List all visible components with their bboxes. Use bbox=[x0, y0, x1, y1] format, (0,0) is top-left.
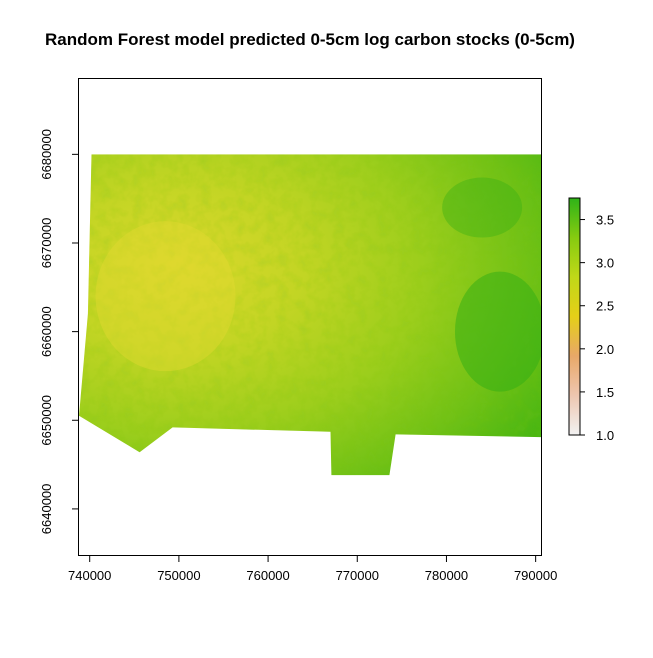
chart-title: Random Forest model predicted 0-5cm log … bbox=[45, 30, 575, 49]
legend-tick-label: 3.5 bbox=[596, 213, 614, 228]
y-tick-label: 6660000 bbox=[39, 306, 54, 357]
y-tick-label: 6670000 bbox=[39, 218, 54, 269]
x-tick-label: 750000 bbox=[157, 568, 200, 583]
raster-layer bbox=[79, 154, 541, 476]
legend: 1.0 1.5 2.0 2.5 3.0 3.5 bbox=[568, 197, 614, 443]
x-axis: 740000 750000 760000 770000 780000 790000 bbox=[68, 555, 557, 583]
raster-surface bbox=[79, 154, 541, 476]
legend-tick-label: 2.0 bbox=[596, 342, 614, 357]
legend-tick-label: 1.5 bbox=[596, 385, 614, 400]
legend-tick-label: 3.0 bbox=[596, 256, 614, 271]
x-tick-label: 740000 bbox=[68, 568, 111, 583]
x-tick-label: 760000 bbox=[246, 568, 289, 583]
legend-tick-label: 1.0 bbox=[596, 428, 614, 443]
x-tick-label: 770000 bbox=[336, 568, 379, 583]
y-tick-label: 6650000 bbox=[39, 395, 54, 446]
legend-colorbar bbox=[568, 197, 581, 436]
legend-tick-label: 2.5 bbox=[596, 299, 614, 314]
x-tick-label: 780000 bbox=[425, 568, 468, 583]
x-tick-label: 790000 bbox=[514, 568, 557, 583]
y-axis: 6640000 6650000 6660000 6670000 6680000 bbox=[39, 129, 79, 534]
y-tick-label: 6680000 bbox=[39, 129, 54, 180]
y-tick-label: 6640000 bbox=[39, 484, 54, 535]
